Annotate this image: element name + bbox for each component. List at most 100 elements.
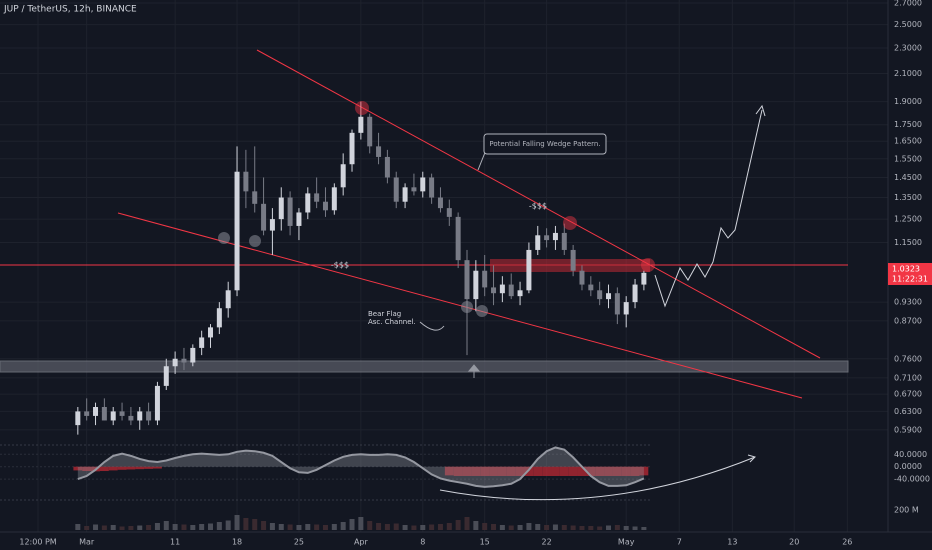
volume-bar xyxy=(340,522,346,530)
candle-body xyxy=(225,290,231,309)
candle-body xyxy=(641,272,647,285)
osc-hist-bar xyxy=(126,466,136,470)
candle-body xyxy=(384,156,390,178)
candle-body xyxy=(110,411,116,421)
x-tick-label: 26 xyxy=(842,538,852,547)
osc-hist-bar xyxy=(586,466,596,476)
y-tick-label: 0.6300 xyxy=(894,407,922,416)
volume-bar xyxy=(641,527,647,530)
osc-hist-bar xyxy=(497,466,507,476)
x-tick-label: 20 xyxy=(789,538,799,547)
candle-body xyxy=(243,171,249,192)
candle-body xyxy=(296,212,302,226)
y-tick-label: 1.4500 xyxy=(894,173,922,182)
osc-hist-bar xyxy=(533,466,543,476)
candle-body xyxy=(101,406,107,421)
osc-hist-bar xyxy=(73,466,83,471)
volume-bar xyxy=(278,524,284,530)
x-tick-label: 15 xyxy=(480,538,490,547)
y-tick-label: 0.9300 xyxy=(894,298,922,307)
volume-bar xyxy=(243,518,249,530)
osc-arrow xyxy=(439,456,756,501)
touch-point xyxy=(461,301,473,313)
pattern-label: Bear Flag xyxy=(368,310,401,318)
osc-hist-bar xyxy=(630,466,640,476)
candle-body xyxy=(172,358,178,367)
candle-body xyxy=(588,284,594,291)
volume-bar xyxy=(517,525,523,530)
countdown: 11:22:31 xyxy=(892,275,928,284)
volume-bar xyxy=(402,525,408,530)
volume-bar xyxy=(491,524,497,530)
volume-bar xyxy=(225,520,231,530)
osc-hist-bar xyxy=(551,466,560,476)
candle-body xyxy=(146,411,152,421)
candle-body xyxy=(340,164,346,188)
volume-bar xyxy=(199,524,205,530)
candle-body xyxy=(464,260,470,300)
volume-bar xyxy=(544,525,550,530)
osc-tick-label: 40.0000 xyxy=(894,450,927,459)
osc-hist-bar xyxy=(117,466,127,470)
volume-bar xyxy=(322,525,328,530)
osc-area xyxy=(77,447,644,487)
candles xyxy=(75,101,647,435)
volume-bar xyxy=(393,523,399,530)
candle-body xyxy=(234,171,240,291)
y-tick-label: 1.7500 xyxy=(894,120,922,129)
volume-bar xyxy=(455,520,461,530)
last-price: 1.0323 xyxy=(892,265,920,274)
candle-body xyxy=(455,216,461,261)
candle-body xyxy=(93,406,99,416)
x-tick-label: 12:00 PM xyxy=(19,538,56,547)
candle-body xyxy=(526,249,532,291)
volume-bar xyxy=(269,523,275,530)
resistance-zone xyxy=(490,259,650,272)
candle-body xyxy=(154,385,160,421)
volume-bar xyxy=(561,525,567,530)
volume-bar xyxy=(261,521,267,530)
projection-arrowhead xyxy=(755,104,766,117)
candle-body xyxy=(261,203,267,231)
y-tick-label: 1.5500 xyxy=(894,154,922,163)
y-tick-label: 0.8700 xyxy=(894,316,922,325)
callout-text: Potential Falling Wedge Pattern. xyxy=(489,140,600,148)
y-tick-label: 0.7100 xyxy=(894,373,922,382)
candle-body xyxy=(614,293,620,315)
osc-hist-bar xyxy=(506,466,516,476)
volume-bar xyxy=(119,526,125,530)
y-tick-label: 2.5000 xyxy=(894,20,922,29)
candle-body xyxy=(597,290,603,300)
candle-body xyxy=(128,415,134,421)
candle-body xyxy=(411,187,417,192)
volume-bar xyxy=(252,519,258,530)
osc-line xyxy=(77,446,645,488)
candle-body xyxy=(287,197,293,226)
volume-bar xyxy=(376,523,382,530)
x-tick-label: 13 xyxy=(727,538,737,547)
osc-hist-bar xyxy=(144,466,154,469)
volume-bar xyxy=(420,525,426,530)
volume-bar xyxy=(570,525,576,530)
callout-box xyxy=(483,133,607,155)
volume-bar xyxy=(190,525,196,530)
candle-body xyxy=(632,284,638,303)
volume-bar xyxy=(146,525,152,530)
volume-bar xyxy=(128,526,134,530)
y-tick-label: 2.7000 xyxy=(894,0,922,7)
volume-bar xyxy=(508,525,514,530)
candle-body xyxy=(252,191,258,204)
x-tick-label: 25 xyxy=(294,538,304,547)
candle-body xyxy=(437,197,443,209)
osc-hist-bar xyxy=(559,466,569,476)
candle-body xyxy=(482,270,488,288)
touch-point xyxy=(355,101,369,115)
volume-bar xyxy=(473,521,479,530)
liquidity-label: -$$$ xyxy=(529,202,547,211)
volume-bar xyxy=(632,526,638,530)
candle-body xyxy=(491,287,497,294)
up-arrow xyxy=(467,364,481,378)
candle-body xyxy=(376,146,382,157)
osc-hist-bar xyxy=(568,466,578,476)
